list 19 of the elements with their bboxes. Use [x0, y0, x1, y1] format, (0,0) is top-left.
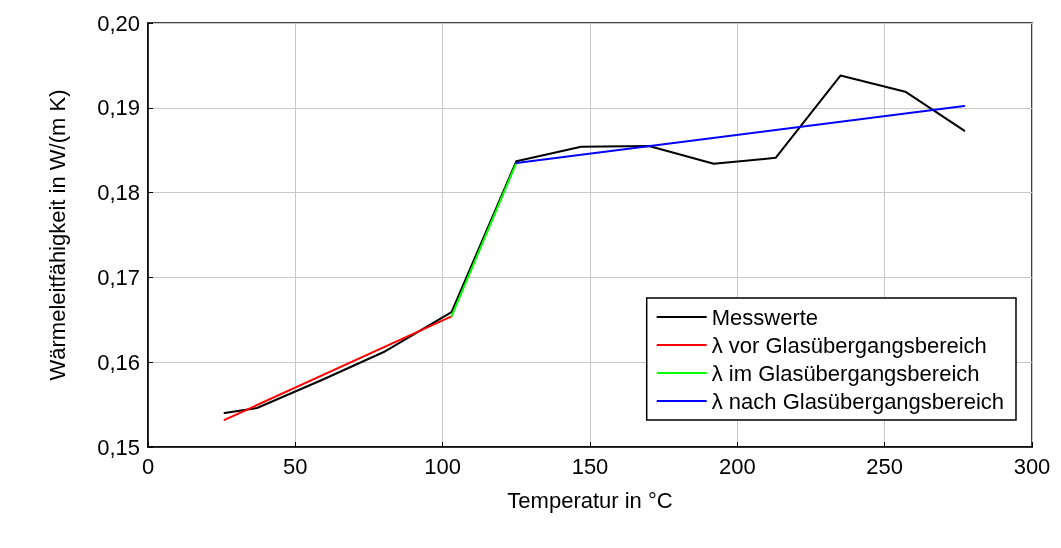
legend-label: Messwerte [711, 304, 819, 330]
x-tick-label: 250 [866, 453, 904, 479]
x-tick-label: 150 [571, 453, 609, 479]
x-tick-label: 200 [718, 453, 756, 479]
legend-label: λ nach Glasübergangsbereich [711, 388, 1004, 414]
y-tick-label: 0,18 [97, 180, 140, 206]
legend-label: λ im Glasübergangsbereich [711, 360, 980, 386]
y-tick-label: 0,15 [97, 434, 140, 460]
x-tick-label: 50 [283, 453, 308, 479]
legend-label: λ vor Glasübergangsbereich [711, 332, 987, 358]
x-tick-label: 100 [424, 453, 462, 479]
y-tick-label: 0,16 [97, 349, 140, 375]
x-tick-label: 300 [1013, 453, 1051, 479]
x-tick-label: 0 [141, 453, 155, 479]
y-tick-label: 0,20 [97, 10, 140, 36]
x-axis-title: Temperatur in °C [507, 487, 673, 513]
y-tick-label: 0,19 [97, 95, 140, 121]
y-tick-label: 0,17 [97, 264, 140, 290]
y-axis-title: Wärmeleitfähigkeit in W/(m K) [44, 89, 70, 381]
